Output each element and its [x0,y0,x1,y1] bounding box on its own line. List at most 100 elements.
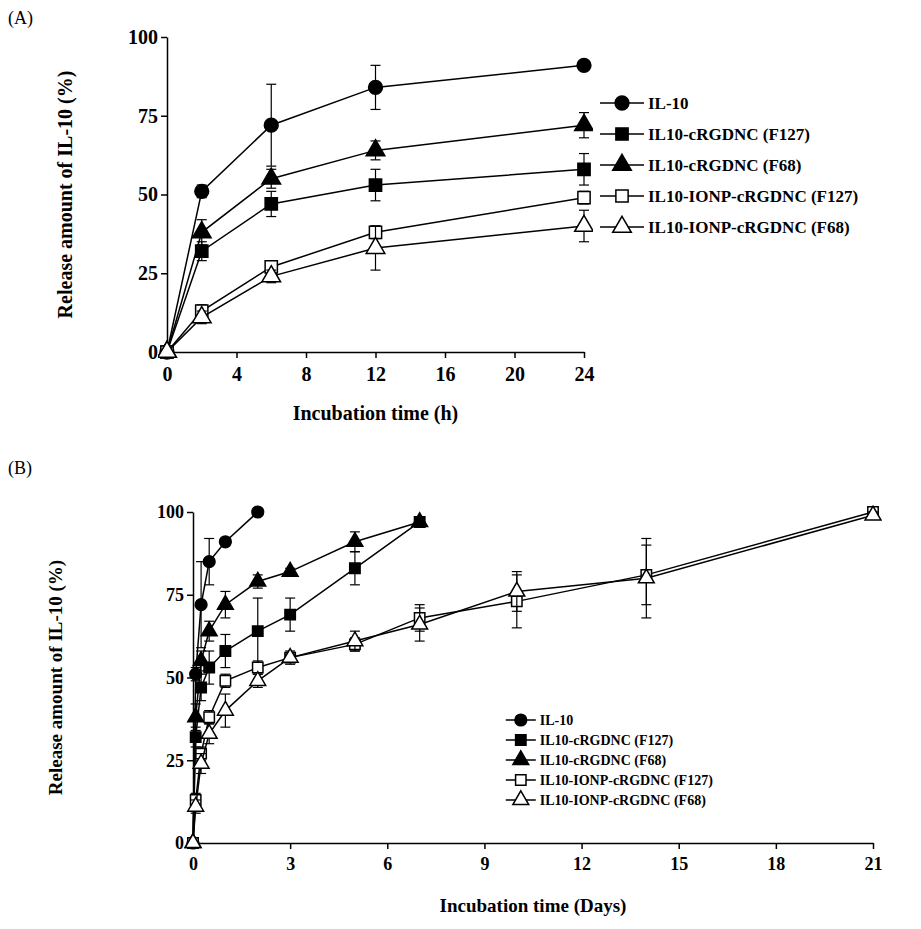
legend-item: IL10-IONP-cRGDNC (F127) [506,773,713,789]
y-axis-title: Release amount of IL-10 (%) [54,71,77,319]
tick-mark [581,843,583,849]
error-bar [220,634,230,667]
error-cap [253,660,263,661]
tick-label: 50 [166,668,184,688]
error-bar [285,598,295,631]
x-axis: 036912151821 [189,843,883,874]
tick: 20 [505,352,525,385]
tick-mark [387,843,389,849]
tick-label: 16 [436,363,456,385]
error-cap [285,597,295,598]
tick-mark [776,843,778,849]
marker [350,563,360,573]
error-cap [371,225,381,226]
marker [193,754,209,768]
x-axis: 04812162024 [163,352,595,385]
y-axis: 0255075100 [157,502,194,853]
tick-label: 12 [366,363,386,385]
marker [201,622,217,636]
plot-area [185,506,881,849]
legend-marker [513,751,529,765]
tick-label: 0 [175,833,184,853]
series-line [167,125,584,352]
marker [203,556,215,568]
error-bar [204,538,214,584]
error-cap [197,260,207,261]
marker [577,58,591,72]
tick-label: 21 [865,854,883,874]
error-cap [512,611,522,612]
panel: (A)048121620240255075100Incubation time … [8,8,858,425]
legend-marker [513,791,529,805]
marker [193,652,209,666]
series-line [167,65,584,352]
legend-label: IL10-IONP-cRGDNC (F68) [540,793,706,809]
legend-marker [516,735,526,745]
marker [250,672,266,686]
marker [195,599,207,611]
tick-mark [187,595,193,597]
tick-label: 24 [575,363,595,385]
error-cap [220,693,230,694]
error-cap [220,667,230,668]
marker [192,222,211,238]
error-cap [579,153,589,154]
series-line [193,515,873,843]
tick-label: 25 [138,262,158,284]
legend-label: IL10-IONP-cRGDNC (F68) [648,218,850,237]
error-cap [579,241,589,242]
marker [188,708,204,722]
error-cap [350,551,360,552]
tick-label: 4 [232,363,242,385]
tick-label: 0 [163,363,173,385]
error-cap [253,687,263,688]
panel-title: (A) [8,8,33,29]
y-axis-title: Release amount of IL-10 (%) [45,560,67,795]
legend-marker [516,775,526,785]
tick: 15 [670,843,688,874]
error-cap [204,584,214,585]
error-cap [191,730,201,731]
marker [217,701,233,715]
tick: 4 [232,352,242,385]
tick-mark [161,37,167,39]
error-cap [204,743,214,744]
tick-mark [161,273,167,275]
legend-marker [613,154,632,170]
error-cap [253,588,263,589]
series [161,154,590,359]
series [187,506,264,849]
marker [369,80,383,94]
tick-mark [161,116,167,118]
tick-label: 12 [573,854,591,874]
tick: 12 [573,843,591,874]
tick-label: 0 [148,341,158,363]
tick-mark [484,843,486,849]
error-bar [253,598,263,664]
series [188,507,878,848]
marker [575,215,593,231]
tick: 75 [138,105,167,127]
error-cap [371,159,381,160]
series [185,506,881,847]
legend-marker [515,714,527,726]
series [185,513,427,848]
marker [265,198,277,210]
tick-mark [584,352,586,358]
marker [250,572,266,586]
tick: 9 [480,843,489,874]
tick: 25 [166,751,193,771]
axis-line [194,843,874,845]
x-axis-title: Incubation time (Days) [440,895,627,917]
error-cap [350,650,360,651]
error-cap [415,640,425,641]
marker [638,569,654,583]
error-cap [285,631,295,632]
error-cap [220,687,230,688]
legend-marker [613,216,632,232]
legend: IL-10IL10-cRGDNC (F127)IL10-cRGDNC (F68)… [600,94,858,237]
series-line [193,522,420,843]
error-cap [350,584,360,585]
tick: 100 [128,26,167,48]
tick-mark [873,843,875,849]
